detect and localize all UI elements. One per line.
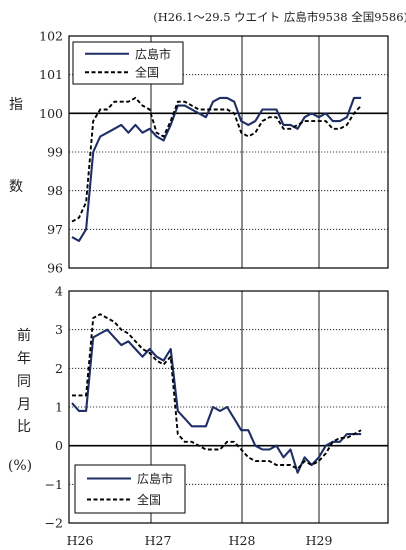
legend-label: 全国: [135, 65, 159, 80]
x-tick-label: H29: [306, 533, 333, 548]
legend-label: 全国: [137, 492, 161, 507]
x-tick-label: H28: [229, 533, 256, 548]
y-axis-label-char: 比: [17, 419, 31, 435]
y-tick-label: 100: [39, 106, 63, 121]
y-tick-label: 4: [55, 284, 63, 299]
series-line-hiroshima: [72, 98, 361, 241]
y-tick-label: 101: [39, 67, 63, 82]
y-tick-label: 102: [39, 29, 63, 44]
y-tick-label: 3: [55, 322, 63, 337]
y-tick-label: 97: [47, 222, 63, 237]
y-axis-label-char: 指: [9, 97, 23, 113]
y-tick-label: 99: [47, 145, 63, 160]
y-axis-label-char: 年: [17, 351, 31, 367]
y-tick-label: −2: [45, 516, 63, 531]
y-axis-label-char: 月: [17, 397, 31, 413]
y-tick-label: 98: [47, 183, 63, 198]
y-tick-label: 2: [55, 361, 63, 376]
y-tick-label: 96: [47, 261, 63, 276]
y-axis-label-char: 同: [17, 374, 31, 390]
y-tick-label: 0: [55, 438, 63, 453]
x-tick-label: H27: [145, 533, 172, 548]
series-line-hiroshima: [72, 330, 361, 473]
legend-label: 広島市: [137, 471, 173, 486]
y-tick-label: −1: [45, 477, 63, 492]
y-axis-label-char: 数: [9, 179, 23, 195]
y-axis-label-char: (%): [8, 458, 32, 474]
header-note: (H26.1～29.5 ウエイト 広島市9538 全国9586): [153, 10, 406, 24]
y-axis-label-char: 前: [17, 327, 31, 344]
y-tick-label: 1: [55, 400, 63, 415]
legend-label: 広島市: [135, 46, 171, 61]
x-tick-label: H26: [67, 533, 94, 548]
